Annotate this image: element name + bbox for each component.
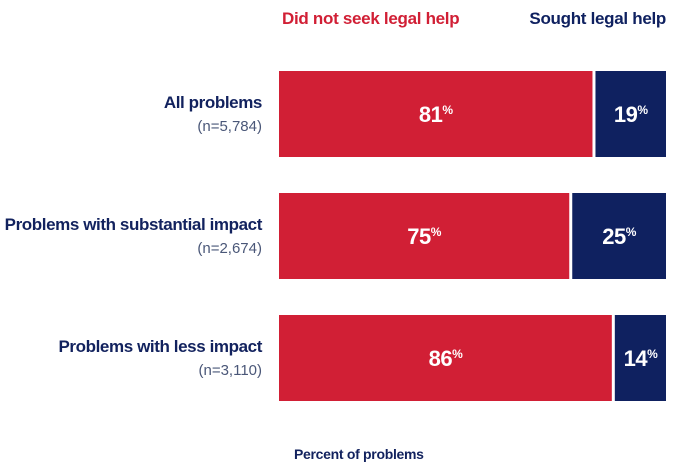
- sample-size-label: (n=2,674): [197, 240, 262, 257]
- sample-size-label: (n=3,110): [198, 362, 262, 379]
- category-labels: All problems (n=5,784) Problems with subst…: [5, 93, 263, 379]
- x-axis-label: Percent of problems: [294, 446, 424, 462]
- legend-item-sought: Sought legal help: [529, 9, 666, 28]
- category-label: All problems: [164, 93, 262, 112]
- legend-item-did-not-seek: Did not seek legal help: [282, 9, 459, 28]
- legend: Did not seek legal help Sought legal help: [282, 9, 666, 28]
- sample-size-label: (n=5,784): [197, 118, 262, 135]
- category-label: Problems with substantial impact: [5, 215, 263, 234]
- category-label: Problems with less impact: [58, 337, 262, 356]
